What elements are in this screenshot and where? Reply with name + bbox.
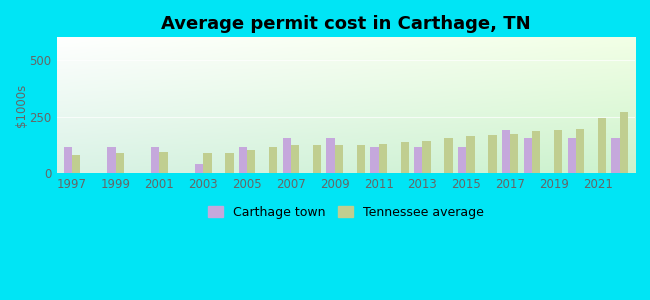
Bar <box>576 129 584 173</box>
Bar <box>370 147 378 173</box>
Bar <box>502 130 510 173</box>
Bar <box>269 147 278 173</box>
Bar <box>335 145 343 173</box>
Bar <box>532 131 540 173</box>
Bar <box>445 138 452 173</box>
Bar <box>239 147 247 173</box>
Bar <box>247 150 255 173</box>
Bar <box>151 147 159 173</box>
Y-axis label: $1000s: $1000s <box>15 84 28 127</box>
Bar <box>510 134 519 173</box>
Bar <box>326 138 335 173</box>
Bar <box>283 138 291 173</box>
Bar <box>226 153 233 173</box>
Title: Average permit cost in Carthage, TN: Average permit cost in Carthage, TN <box>161 15 530 33</box>
Bar <box>619 112 628 173</box>
Bar <box>378 144 387 173</box>
Bar <box>414 147 422 173</box>
Bar <box>524 138 532 173</box>
Bar <box>195 164 203 173</box>
Bar <box>554 130 562 173</box>
Bar <box>357 145 365 173</box>
Bar <box>466 136 474 173</box>
Legend: Carthage town, Tennessee average: Carthage town, Tennessee average <box>208 206 484 219</box>
Bar <box>422 141 431 173</box>
Bar <box>203 153 212 173</box>
Bar <box>567 138 576 173</box>
Bar <box>107 147 116 173</box>
Bar <box>598 118 606 173</box>
Bar <box>488 135 497 173</box>
Bar <box>291 145 299 173</box>
Bar <box>72 155 80 173</box>
Bar <box>64 147 72 173</box>
Bar <box>400 142 409 173</box>
Bar <box>458 147 466 173</box>
Bar <box>116 153 124 173</box>
Bar <box>612 138 619 173</box>
Bar <box>159 152 168 173</box>
Bar <box>313 145 321 173</box>
